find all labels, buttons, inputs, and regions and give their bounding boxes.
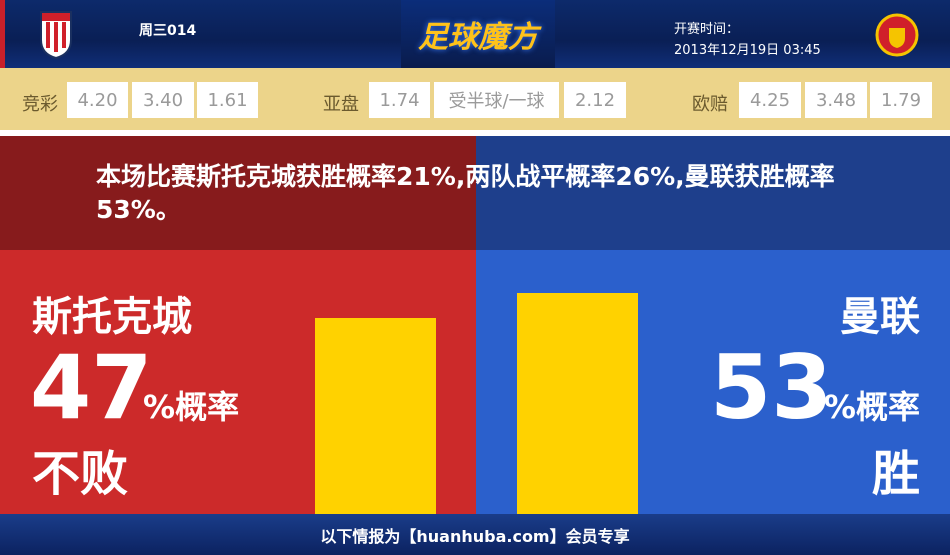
away-unit: %概率 — [823, 388, 920, 426]
manchester-united-logo — [875, 13, 919, 57]
jingcai-odd: 3.40 — [132, 82, 194, 118]
prediction-panel: 本场比赛斯托克城获胜概率21%,两队战平概率26%,曼联获胜概率53%。 斯托克… — [0, 136, 950, 514]
away-percent: 53 — [710, 336, 833, 439]
kickoff-label: 开赛时间： — [674, 22, 740, 37]
yapan-handicap: 受半球/一球 — [434, 82, 559, 118]
header: 周三014 足球魔方 开赛时间： 2013年12月19日 03:45 — [0, 0, 950, 68]
yapan-label: 亚盘 — [323, 94, 359, 115]
summary-text: 本场比赛斯托克城获胜概率21%,两队战平概率26%,曼联获胜概率53%。 — [96, 162, 835, 224]
away-team-name: 曼联 — [840, 294, 920, 340]
home-result: 不败 — [32, 446, 129, 502]
member-footer[interactable]: 以下情报为【huanhuba.com】会员专享 — [0, 514, 950, 555]
brand-logo: 足球魔方 — [401, 0, 555, 68]
home-percent: 47 — [30, 336, 153, 439]
kickoff-time: 2013年12月19日 03:45 — [674, 43, 821, 58]
yapan-odd: 2.12 — [564, 82, 626, 118]
oupei-odd: 1.79 — [870, 82, 932, 118]
oupei-odd: 4.25 — [739, 82, 801, 118]
away-panel: 曼联 53 %概率 胜 — [476, 250, 950, 514]
odds-bar: 竞彩 4.20 3.40 1.61 亚盘 1.74 受半球/一球 2.12 欧赔… — [0, 68, 950, 130]
yapan-odd: 1.74 — [369, 82, 430, 118]
oupei-odd: 3.48 — [805, 82, 867, 118]
oupei-label: 欧赔 — [692, 94, 728, 115]
away-result: 胜 — [871, 446, 920, 502]
home-unit: %概率 — [143, 388, 240, 426]
jingcai-odd: 1.61 — [197, 82, 258, 118]
home-team-name: 斯托克城 — [32, 294, 192, 340]
banner-away — [476, 136, 950, 250]
home-probability-bar — [315, 318, 436, 514]
home-panel: 斯托克城 47 %概率 不败 — [0, 250, 476, 514]
match-number: 周三014 — [139, 23, 197, 39]
away-probability-bar — [517, 293, 638, 514]
jingcai-odd: 4.20 — [67, 82, 128, 118]
stoke-city-logo — [40, 11, 72, 60]
jingcai-label: 竞彩 — [22, 94, 58, 115]
banner-home — [0, 136, 476, 250]
